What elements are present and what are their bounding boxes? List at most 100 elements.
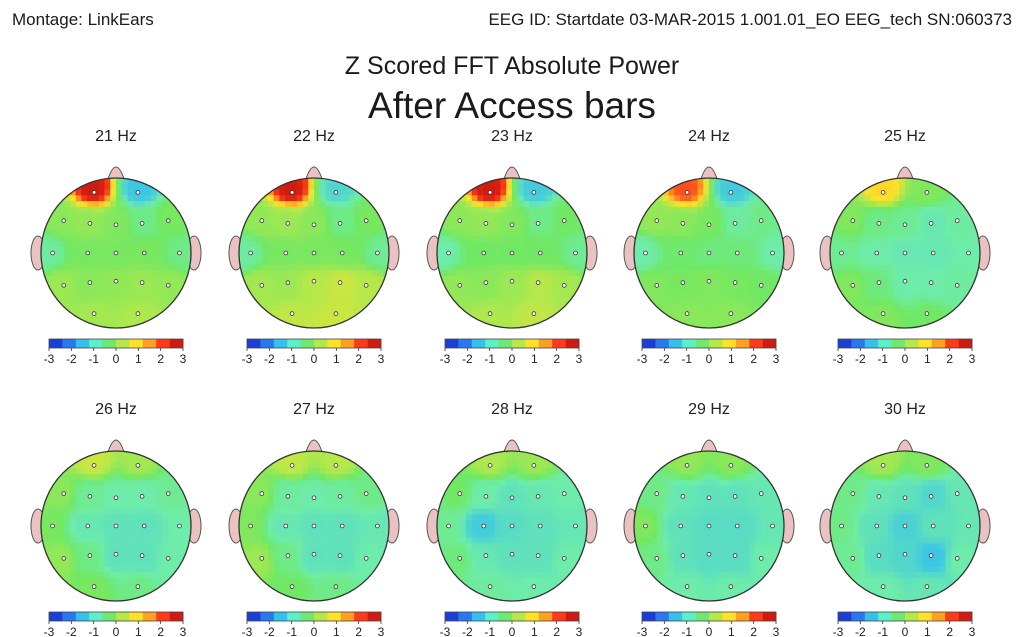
power-cell	[377, 241, 384, 248]
power-cell	[529, 531, 536, 539]
power-cell	[483, 468, 490, 475]
power-cell	[945, 270, 952, 277]
power-cell	[262, 304, 269, 312]
power-cell	[185, 247, 191, 254]
power-cell	[442, 235, 450, 243]
power-cell	[87, 485, 94, 492]
power-cell	[342, 514, 350, 521]
power-cell	[273, 497, 280, 504]
power-cell	[331, 537, 338, 544]
power-cell	[150, 201, 157, 208]
power-cell	[477, 497, 484, 504]
power-cell	[81, 183, 88, 191]
power-cell	[488, 566, 496, 573]
power-cell	[651, 281, 658, 289]
power-cell	[835, 247, 843, 254]
power-cell	[150, 508, 157, 516]
electrode-t6	[758, 283, 764, 288]
power-cell	[477, 264, 484, 271]
power-cell	[928, 206, 935, 214]
power-cell	[371, 514, 379, 521]
power-cell	[709, 287, 716, 294]
power-cell	[529, 514, 536, 521]
power-cell	[337, 247, 344, 254]
power-cell	[881, 247, 889, 254]
power-cell	[575, 491, 582, 498]
power-cell	[709, 218, 716, 225]
power-cell	[41, 229, 48, 237]
power-cell	[110, 526, 117, 533]
power-cell	[563, 474, 571, 481]
colorscale-tick-label: 3	[576, 625, 583, 637]
power-cell	[319, 258, 327, 266]
electrode-p4	[337, 280, 343, 285]
power-cell	[697, 310, 704, 318]
colorscale-segment	[445, 612, 459, 621]
power-cell	[691, 241, 699, 248]
power-cell	[371, 520, 379, 527]
power-cell	[657, 299, 664, 306]
power-cell	[162, 554, 169, 562]
power-cell	[772, 229, 779, 237]
power-cell	[64, 241, 71, 248]
power-cell	[864, 247, 871, 254]
power-cell	[285, 241, 292, 248]
power-cell	[709, 201, 716, 208]
power-cell	[523, 583, 530, 591]
power-cell	[483, 299, 490, 306]
power-cell	[494, 497, 502, 504]
power-cell	[98, 206, 106, 214]
power-cell	[325, 468, 332, 475]
power-cell	[279, 566, 286, 573]
power-cell	[87, 304, 94, 312]
map-label: 23 Hz	[491, 128, 533, 145]
power-cell	[870, 183, 877, 191]
power-cell	[127, 281, 134, 289]
power-cell	[331, 304, 338, 312]
power-cell	[371, 253, 379, 260]
power-cell	[535, 264, 542, 271]
power-cell	[772, 224, 779, 231]
power-cell	[512, 577, 519, 585]
power-cell	[342, 583, 350, 591]
power-cell	[506, 247, 513, 254]
colorscale-segment	[851, 339, 866, 348]
power-cell	[377, 520, 384, 527]
power-cell	[319, 520, 327, 527]
power-cell	[500, 229, 507, 237]
power-cell	[75, 264, 82, 271]
power-cell	[337, 456, 344, 464]
power-cell	[523, 281, 530, 289]
power-cell	[354, 508, 361, 516]
power-cell	[477, 224, 484, 231]
electrode-c4	[141, 523, 147, 529]
power-cell	[360, 543, 367, 550]
power-cell	[639, 270, 647, 277]
power-cell	[529, 479, 536, 487]
power-cell	[319, 479, 327, 487]
power-cell	[144, 514, 152, 521]
power-cell	[951, 281, 958, 289]
power-cell	[471, 299, 478, 306]
power-cell	[483, 276, 490, 283]
power-cell	[314, 554, 321, 562]
power-cell	[540, 247, 548, 254]
colorscale-tick-label: 0	[902, 352, 909, 366]
power-cell	[110, 206, 117, 214]
power-cell	[893, 212, 900, 219]
power-cell	[262, 206, 269, 214]
power-cell	[325, 537, 332, 544]
power-cell	[110, 218, 117, 225]
power-cell	[563, 201, 571, 208]
electrode-t3	[839, 250, 844, 256]
power-cell	[685, 195, 693, 202]
power-cell	[365, 497, 373, 504]
power-cell	[267, 537, 275, 544]
power-cell	[674, 183, 681, 191]
power-cell	[714, 293, 722, 300]
power-cell	[899, 287, 906, 294]
electrode-o2	[728, 311, 734, 316]
power-cell	[477, 572, 484, 579]
power-cell	[732, 189, 739, 196]
power-cell	[477, 229, 484, 237]
